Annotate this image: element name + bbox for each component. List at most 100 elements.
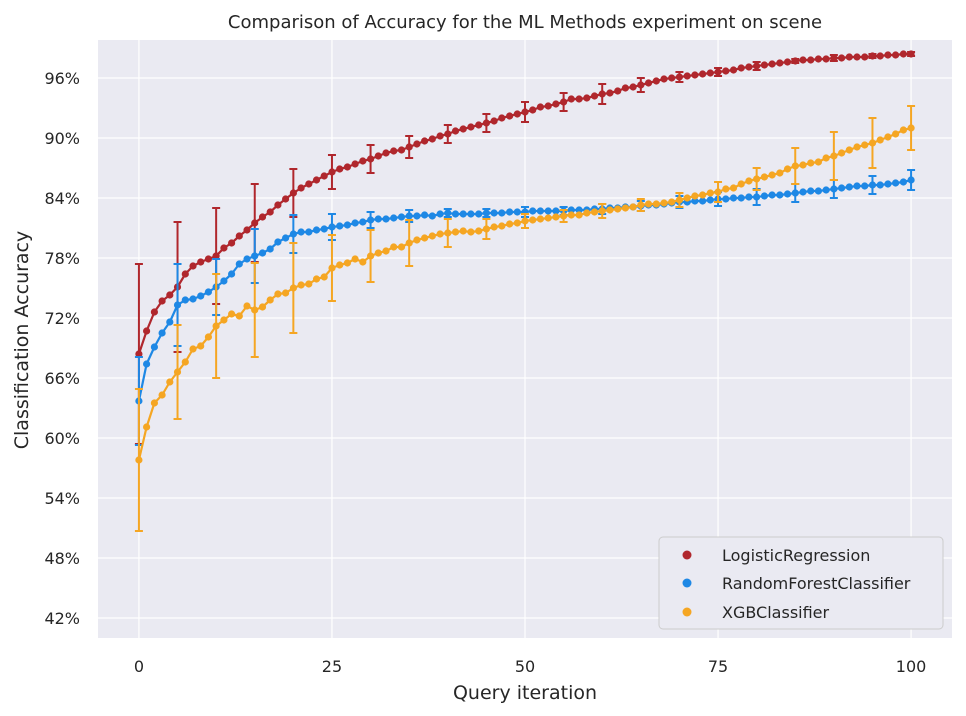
data-point [490, 117, 498, 125]
data-point [475, 121, 483, 129]
data-point [614, 205, 622, 213]
data-point [467, 123, 475, 131]
data-point [390, 147, 398, 155]
data-point [691, 197, 699, 205]
data-point [884, 51, 892, 59]
data-point [204, 288, 212, 296]
data-point [421, 137, 429, 145]
data-point [158, 297, 166, 305]
data-point [228, 310, 236, 318]
y-tick-label: 60% [44, 429, 80, 448]
data-point [143, 360, 151, 368]
data-point [892, 51, 900, 59]
chart-title: Comparison of Accuracy for the ML Method… [228, 12, 822, 33]
data-point [189, 262, 197, 270]
data-point [189, 295, 197, 303]
data-point [212, 252, 220, 260]
x-axis-label: Query iteration [453, 682, 597, 704]
data-point [282, 289, 290, 297]
data-point [861, 182, 869, 190]
data-point [351, 160, 359, 168]
data-point [799, 161, 807, 169]
data-point [343, 221, 351, 229]
data-point [830, 54, 838, 62]
grid-lines [98, 40, 952, 638]
data-point [405, 143, 413, 151]
data-point [166, 318, 174, 326]
data-point [830, 185, 838, 193]
legend-marker [682, 550, 692, 560]
data-point [807, 56, 815, 64]
data-point [320, 225, 328, 233]
legend: LogisticRegression RandomForestClassifie… [658, 536, 944, 630]
data-point [683, 72, 691, 80]
data-point [536, 215, 545, 223]
data-point [266, 245, 274, 253]
data-point [830, 152, 838, 160]
data-point [768, 191, 776, 199]
data-point [513, 219, 521, 227]
data-point [629, 83, 637, 91]
data-point [544, 207, 552, 215]
data-point [228, 270, 236, 278]
legend-marker [682, 578, 692, 588]
data-point [822, 186, 830, 194]
data-point [861, 53, 869, 61]
data-point [251, 252, 259, 260]
data-point [590, 92, 599, 100]
data-point [691, 192, 699, 200]
data-point [853, 143, 861, 151]
data-point [243, 226, 251, 234]
data-point [853, 53, 861, 61]
series-group [134, 105, 916, 532]
data-point [436, 132, 444, 140]
data-point [621, 204, 630, 212]
data-point [583, 94, 591, 102]
data-point [459, 125, 467, 133]
y-tick-label: 42% [44, 609, 80, 628]
legend-label: RandomForestClassifier [722, 574, 911, 593]
data-point [150, 343, 158, 351]
data-point [336, 222, 344, 230]
y-axis-label: Classification Accuracy [11, 231, 33, 450]
data-point [258, 249, 267, 257]
data-point [220, 244, 228, 252]
data-point [374, 249, 382, 257]
data-point [868, 181, 877, 189]
data-point [876, 52, 884, 60]
data-point [475, 227, 483, 235]
data-point [266, 296, 274, 304]
data-point [899, 50, 908, 58]
data-point [405, 239, 413, 247]
data-point [258, 303, 267, 311]
data-point [899, 126, 908, 134]
data-point [305, 228, 313, 236]
data-point [235, 260, 243, 268]
data-point [629, 203, 637, 211]
data-point [359, 157, 367, 165]
data-point [637, 201, 645, 209]
data-point [421, 234, 429, 242]
data-point [490, 223, 498, 231]
data-point [544, 102, 552, 110]
data-point [753, 193, 761, 201]
data-point [197, 292, 205, 300]
data-point [312, 226, 321, 234]
data-point [544, 214, 552, 222]
data-point [150, 308, 158, 316]
data-point [706, 196, 714, 204]
data-point [722, 185, 730, 193]
data-point [506, 220, 514, 228]
data-point [714, 188, 722, 196]
data-point [807, 159, 815, 167]
data-point [691, 71, 699, 79]
data-point [320, 172, 328, 180]
data-point [614, 87, 622, 95]
data-point [467, 228, 475, 236]
y-tick-label: 78% [44, 249, 80, 268]
data-point [799, 56, 807, 64]
data-point [668, 74, 676, 82]
data-point [644, 79, 653, 87]
data-point [382, 149, 390, 157]
data-point [150, 399, 158, 407]
